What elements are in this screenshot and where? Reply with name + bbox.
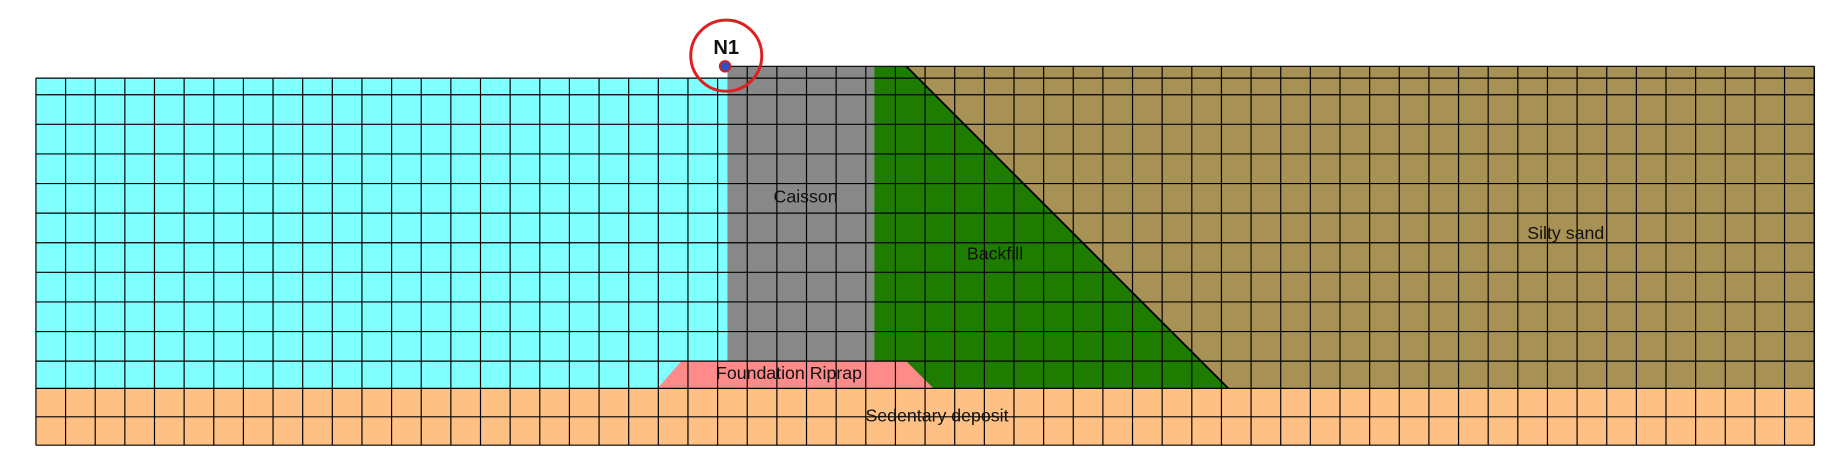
caisson-region xyxy=(727,66,875,389)
node-label: N1 xyxy=(713,37,739,59)
backfill-label: Backfill xyxy=(967,243,1023,263)
sedentary-label: Sedentary deposit xyxy=(865,405,1008,425)
node-point xyxy=(718,60,732,73)
node-highlight xyxy=(689,18,764,93)
backfill-region xyxy=(874,66,1229,389)
water-region xyxy=(35,78,728,389)
silty-sand-label: Silty sand xyxy=(1527,223,1604,243)
backfill-slope xyxy=(905,65,1229,390)
caisson-label: Caisson xyxy=(774,186,838,206)
riprap-region xyxy=(657,361,934,389)
riprap-label: Foundation Riprap xyxy=(716,363,862,383)
mesh-grid xyxy=(35,65,1816,446)
